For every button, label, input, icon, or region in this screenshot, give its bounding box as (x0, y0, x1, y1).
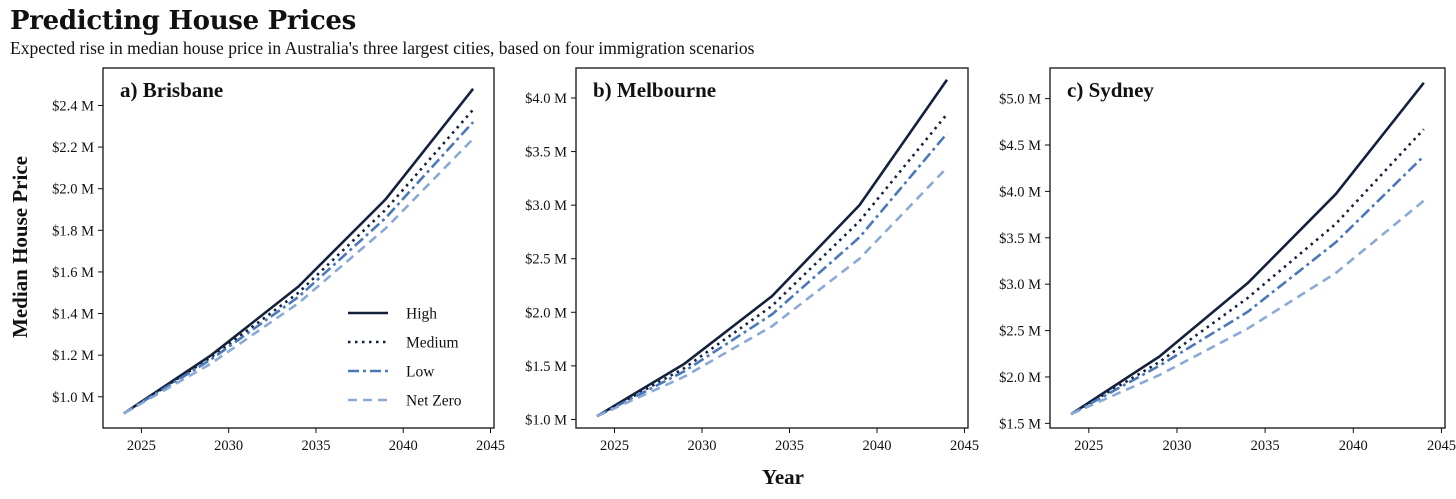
legend-label: Net Zero (406, 393, 462, 410)
series-line-high (123, 87, 475, 415)
x-tick-label: 2035 (1251, 438, 1280, 454)
panel-title: b) Melbourne (593, 78, 716, 102)
y-tick-label: $3.5 M (525, 145, 567, 161)
y-tick-label: $2.2 M (52, 140, 94, 156)
series-line-low (596, 132, 948, 418)
y-tick-label: $1.2 M (52, 348, 94, 364)
x-axis-label: Year (762, 465, 804, 489)
y-tick-label: $4.0 M (999, 184, 1041, 200)
x-tick-label: 2035 (301, 438, 330, 454)
y-tick-label: $5.0 M (999, 92, 1041, 108)
y-tick-label: $1.6 M (52, 265, 94, 281)
y-tick-label: $2.0 M (52, 182, 94, 198)
x-tick-label: 2040 (1339, 438, 1368, 454)
x-tick-label: 2030 (214, 438, 243, 454)
x-tick-label: 2030 (688, 438, 717, 454)
chart-subtitle: Expected rise in median house price in A… (10, 38, 755, 58)
legend: High Medium Low Net Zero (348, 306, 462, 410)
panel-frame (102, 67, 495, 429)
legend-label: Medium (406, 335, 459, 352)
x-tick-label: 2045 (1427, 438, 1456, 454)
series-line-medium (596, 113, 949, 418)
series-line-low (1070, 155, 1425, 416)
x-tick-label: 2045 (950, 438, 979, 454)
y-tick-label: $2.0 M (525, 305, 567, 321)
y-axis-label: Median House Price (8, 156, 32, 338)
series-line-high (1070, 81, 1425, 416)
x-tick-label: 2025 (127, 438, 156, 454)
y-tick-label: $4.5 M (999, 138, 1041, 154)
y-tick-label: $2.5 M (525, 252, 567, 268)
y-tick-label: $3.0 M (999, 277, 1041, 293)
y-tick-label: $2.0 M (999, 370, 1041, 386)
series-line-net-zero (596, 166, 948, 418)
chart-title: Predicting House Prices (10, 6, 356, 36)
y-tick-label: $1.8 M (52, 223, 94, 239)
panel-title: c) Sydney (1067, 78, 1154, 102)
y-tick-label: $3.0 M (525, 198, 567, 214)
x-tick-label: 2025 (1074, 438, 1103, 454)
x-tick-label: 2025 (600, 438, 629, 454)
y-tick-label: $1.0 M (52, 390, 94, 406)
y-tick-label: $1.5 M (999, 416, 1041, 432)
x-tick-label: 2040 (389, 438, 418, 454)
x-tick-label: 2045 (476, 438, 505, 454)
x-tick-label: 2040 (863, 438, 892, 454)
series-line-high (596, 79, 949, 418)
series-line-medium (123, 108, 475, 415)
panel-frame (1049, 67, 1446, 429)
y-tick-label: $4.0 M (525, 91, 567, 107)
y-tick-label: $2.4 M (52, 98, 94, 114)
panel-3: 2025 2030 2035 2040 2045 $1.5 M $2.0 M $2.5 M $3… (999, 67, 1456, 454)
y-tick-label: $1.0 M (525, 412, 567, 428)
x-tick-label: 2030 (1162, 438, 1191, 454)
y-tick-label: $1.5 M (525, 359, 567, 375)
y-tick-label: $3.5 M (999, 231, 1041, 247)
x-tick-label: 2035 (775, 438, 804, 454)
series-line-net-zero (1070, 199, 1425, 416)
legend-label: High (406, 306, 437, 323)
panel-2: 2025 2030 2035 2040 2045 $1.0 M $1.5 M $2.0 M $2… (525, 67, 979, 454)
y-tick-label: $1.4 M (52, 307, 94, 323)
panel-title: a) Brisbane (120, 78, 223, 102)
series-line-low (123, 121, 475, 415)
series-line-net-zero (123, 137, 475, 415)
panel-1: 2025 2030 2035 2040 2045 $1.0 M $1.2 M $1.4 M $1… (52, 67, 505, 454)
series-line-medium (1070, 128, 1425, 416)
panel-frame (575, 67, 969, 429)
y-tick-label: $2.5 M (999, 324, 1041, 340)
legend-label: Low (406, 364, 435, 381)
